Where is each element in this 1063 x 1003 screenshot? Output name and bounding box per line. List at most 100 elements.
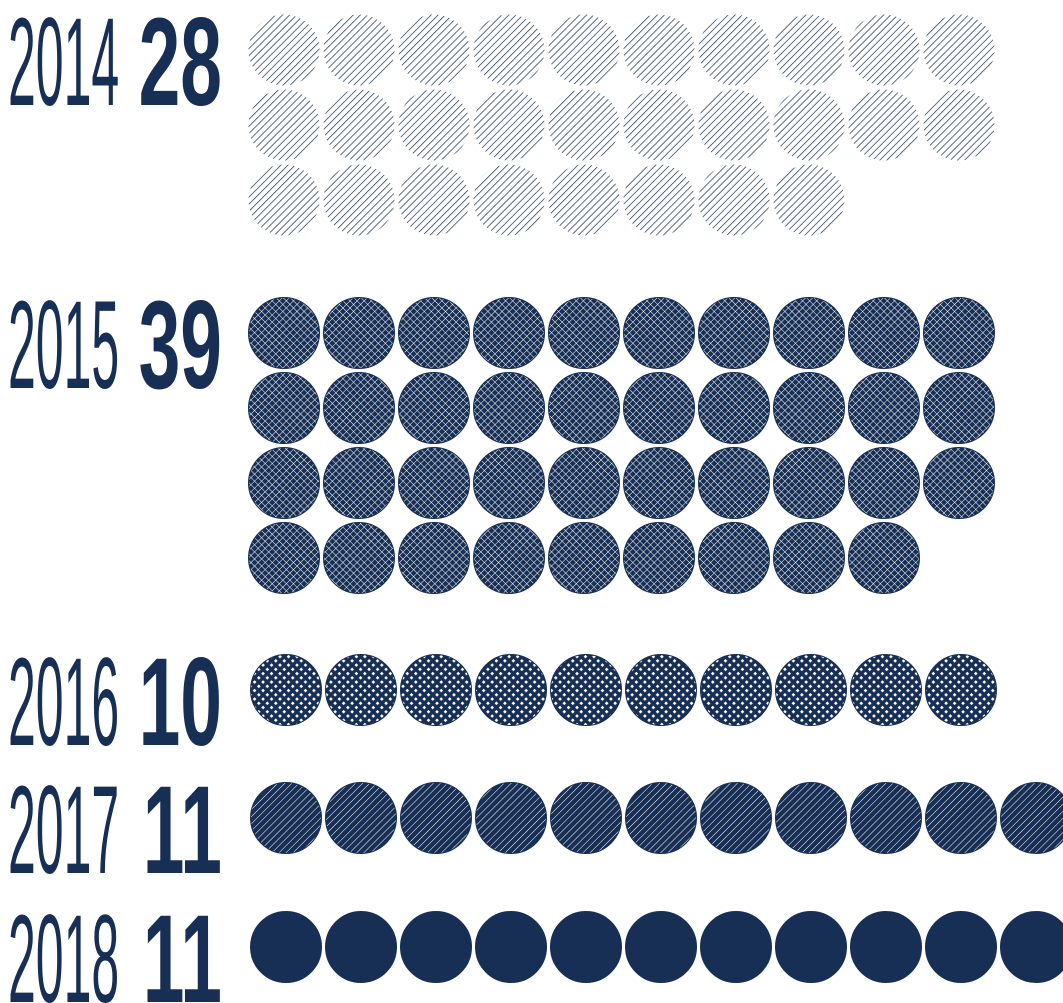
pictogram-circle	[1000, 782, 1063, 854]
pictogram-circle	[623, 297, 695, 369]
pictogram-circle	[700, 782, 772, 854]
pictogram-circle	[325, 911, 397, 983]
pictogram-circle	[850, 782, 922, 854]
pictogram-circle	[925, 782, 997, 854]
pictogram-circle	[250, 654, 322, 726]
pictogram-circle	[473, 372, 545, 444]
pictogram-circle	[323, 14, 395, 86]
pictogram-circle	[323, 297, 395, 369]
pictogram-circle	[548, 89, 620, 161]
pictogram-circle	[698, 372, 770, 444]
pictogram-circle	[250, 782, 322, 854]
pictogram-circle	[398, 89, 470, 161]
pictogram-circle	[248, 14, 320, 86]
pictogram-circle	[398, 14, 470, 86]
count-label: 11	[143, 760, 222, 899]
pictogram-circle	[398, 522, 470, 594]
pictogram-circle	[773, 14, 845, 86]
pictogram-circle	[548, 164, 620, 236]
pictogram-circle	[623, 14, 695, 86]
pictogram-circle	[773, 297, 845, 369]
pictogram-circle	[848, 522, 920, 594]
pictogram-circle	[698, 297, 770, 369]
pictogram-circle	[250, 911, 322, 983]
pictogram-circle	[473, 522, 545, 594]
pictogram-circle	[548, 447, 620, 519]
year-label: 2016	[8, 633, 119, 772]
pictogram-circle	[775, 782, 847, 854]
pictogram-circle	[925, 911, 997, 983]
pictogram-circle	[475, 782, 547, 854]
pictogram-circle	[550, 782, 622, 854]
year-label: 2015	[8, 276, 119, 415]
pictogram-circle	[623, 164, 695, 236]
pictogram-circle	[473, 297, 545, 369]
pictogram-circle	[623, 447, 695, 519]
count-label: 11	[143, 889, 222, 1003]
pictogram-circle	[323, 89, 395, 161]
year-label: 2017	[8, 761, 119, 900]
count-label: 39	[139, 275, 222, 414]
pictogram-circle	[473, 447, 545, 519]
pictogram-circle	[548, 14, 620, 86]
count-label: 28	[139, 0, 222, 132]
pictogram-circle	[625, 911, 697, 983]
pictogram-circle	[248, 447, 320, 519]
pictogram-circle	[398, 164, 470, 236]
pictogram-circle	[248, 372, 320, 444]
pictogram-circle	[698, 164, 770, 236]
pictogram-circle	[773, 164, 845, 236]
pictogram-circle	[848, 89, 920, 161]
pictogram-circle	[400, 782, 472, 854]
pictogram-circle	[625, 654, 697, 726]
pictogram-circle	[623, 522, 695, 594]
pictogram-circle	[698, 89, 770, 161]
year-label: 2014	[8, 0, 119, 133]
pictogram-circle	[400, 654, 472, 726]
pictogram-circle	[623, 89, 695, 161]
pictogram-circle	[848, 372, 920, 444]
pictogram-circle	[325, 654, 397, 726]
pictogram-circle	[700, 654, 772, 726]
count-label: 10	[139, 632, 222, 771]
pictogram-circle	[325, 782, 397, 854]
pictogram-circle	[323, 164, 395, 236]
pictogram-circle	[850, 911, 922, 983]
pictogram-circle	[248, 297, 320, 369]
pictogram-circle	[548, 372, 620, 444]
pictogram-circle	[773, 522, 845, 594]
pictogram-circle	[848, 14, 920, 86]
pictogram-circle	[698, 522, 770, 594]
pictogram-circle	[473, 14, 545, 86]
pictogram-circle	[848, 297, 920, 369]
pictogram-circle	[323, 372, 395, 444]
pictogram-circle	[923, 297, 995, 369]
pictogram-circle	[398, 297, 470, 369]
year-label: 2018	[8, 890, 119, 1003]
pictogram-circle	[473, 164, 545, 236]
pictogram-circle	[775, 911, 847, 983]
pictogram-circle	[848, 447, 920, 519]
pictogram-circle	[398, 447, 470, 519]
pictogram-circle	[1000, 911, 1063, 983]
pictogram-circle	[698, 447, 770, 519]
pictogram-circle	[923, 447, 995, 519]
pictogram-circle	[923, 372, 995, 444]
pictogram-circle	[773, 372, 845, 444]
pictogram-circle	[323, 522, 395, 594]
pictogram-circle	[475, 654, 547, 726]
pictogram-circle	[548, 522, 620, 594]
pictogram-circle	[400, 911, 472, 983]
pictogram-circle	[625, 782, 697, 854]
pictogram-circle	[550, 911, 622, 983]
pictogram-circle	[700, 911, 772, 983]
pictogram-circle	[850, 654, 922, 726]
pictogram-circle	[248, 522, 320, 594]
pictogram-circle	[248, 89, 320, 161]
pictogram-circle	[248, 164, 320, 236]
pictogram-circle	[698, 14, 770, 86]
pictogram-circle	[623, 372, 695, 444]
pictogram-circle	[925, 654, 997, 726]
pictogram-circle	[398, 372, 470, 444]
